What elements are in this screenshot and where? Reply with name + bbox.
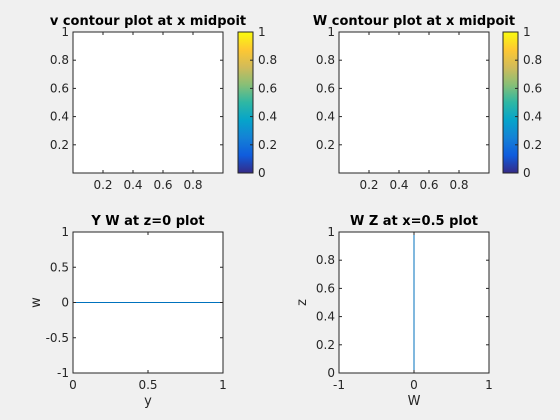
x-tick-label: 1 [485, 378, 493, 392]
x-axis-label: W [408, 394, 421, 409]
x-tick-label: 0.4 [123, 178, 142, 192]
chart-title: Y W at z=0 plot [90, 214, 204, 229]
y-tick-label: 1 [327, 225, 335, 239]
y-tick-label: 0.6 [50, 81, 69, 95]
colorbar-tick-label: 0.2 [258, 138, 277, 152]
y-tick-label: 0.2 [316, 338, 335, 352]
x-tick-label: 0.5 [138, 378, 157, 392]
axes-box [339, 32, 489, 173]
x-tick-label: 0 [410, 378, 418, 392]
y-tick-label: 0.6 [316, 81, 335, 95]
x-tick-label: 1 [219, 378, 227, 392]
x-tick-label: 0 [69, 378, 77, 392]
colorbar-tick-label: 0.4 [523, 110, 542, 124]
subplot-1: 0.2 0.4 0.6 0.8 0.2 0.4 0.6 0.8 1 v contour plot … [50, 14, 277, 192]
y-axis-label: w [29, 297, 44, 308]
colorbar-tick-label: 0.8 [523, 53, 542, 67]
colorbar-gradient [503, 32, 518, 173]
y-axis-label: z [295, 299, 310, 306]
x-tick-label: 0.8 [183, 178, 202, 192]
subplot-2: 0.2 0.4 0.6 0.8 0.2 0.4 0.6 0.8 1 W contour plot … [313, 14, 542, 192]
y-tick-label: 0.2 [316, 138, 335, 152]
x-tick-label: 0.4 [389, 178, 408, 192]
chart-title: v contour plot at x midpoit [50, 14, 246, 29]
colorbar-tick-label: 0.6 [258, 81, 277, 95]
y-tick-label: -1 [57, 366, 69, 380]
colorbar: 0 0.2 0.4 0.6 0.8 1 [238, 25, 277, 180]
colorbar-tick-label: 0.8 [258, 53, 277, 67]
colorbar-tick-label: 0 [258, 166, 266, 180]
y-tick-label: 0 [327, 366, 335, 380]
colorbar-tick-label: 0.4 [258, 110, 277, 124]
y-tick-label: 0.4 [50, 110, 69, 124]
y-tick-label: 0.4 [316, 110, 335, 124]
axes-box [73, 32, 223, 173]
x-tick-label: 0.8 [449, 178, 468, 192]
y-tick-label: 0.5 [50, 260, 69, 274]
colorbar-tick-label: 1 [258, 25, 266, 39]
x-tick-label: 0.2 [93, 178, 112, 192]
x-axis-label: y [144, 394, 152, 409]
y-tick-label: 0.6 [316, 281, 335, 295]
y-tick-label: 0.4 [316, 310, 335, 324]
y-tick-label: 0 [61, 296, 69, 310]
y-tick-label: -0.5 [46, 331, 69, 345]
y-tick-label: 1 [61, 225, 69, 239]
x-tick-label: 0.2 [359, 178, 378, 192]
colorbar: 0 0.2 0.4 0.6 0.8 1 [503, 25, 542, 180]
colorbar-gradient [238, 32, 253, 173]
y-tick-label: 0.2 [50, 138, 69, 152]
y-tick-label: 0.8 [316, 253, 335, 267]
colorbar-tick-label: 0.6 [523, 81, 542, 95]
x-tick-label: 0.6 [419, 178, 438, 192]
subplot-3: 0 0.5 1 -1 -0.5 0 0.5 1 Y W at z=0 plot y w [29, 214, 227, 409]
colorbar-tick-label: 1 [523, 25, 531, 39]
chart-title: W contour plot at x midpoit [313, 14, 515, 29]
x-tick-label: -1 [333, 378, 345, 392]
x-tick-label: 0.6 [153, 178, 172, 192]
colorbar-tick-label: 0 [523, 166, 531, 180]
colorbar-tick-label: 0.2 [523, 138, 542, 152]
y-tick-label: 0.8 [50, 53, 69, 67]
y-tick-label: 0.8 [316, 53, 335, 67]
chart-title: W Z at x=0.5 plot [350, 214, 478, 229]
